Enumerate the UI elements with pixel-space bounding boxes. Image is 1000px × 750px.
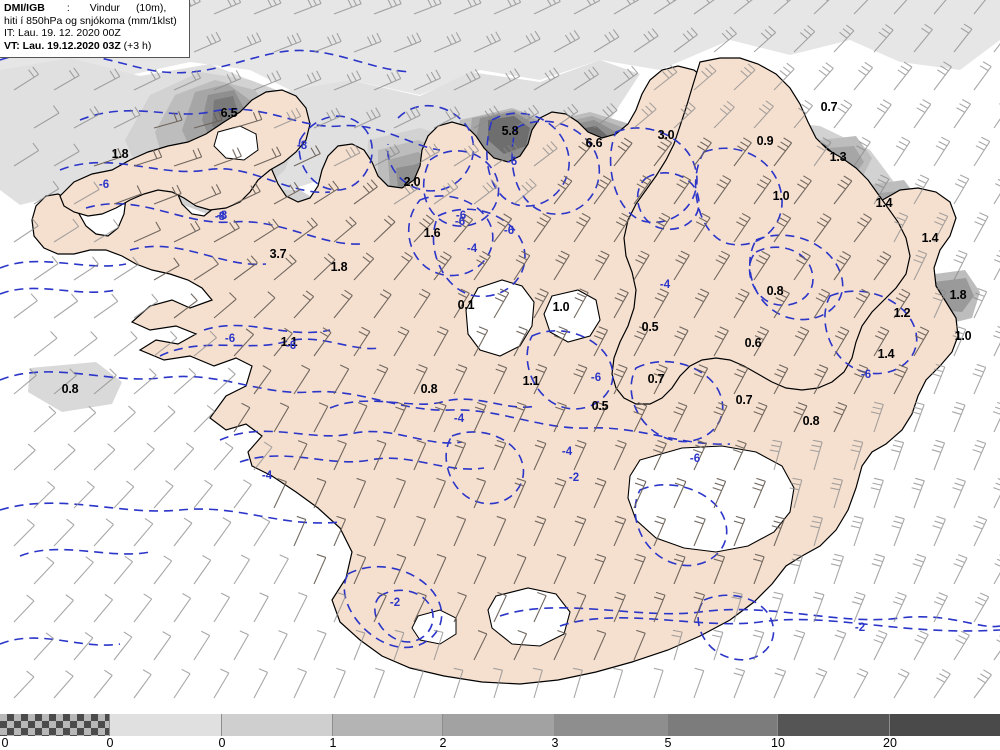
colorbar-tick: 10 (771, 736, 785, 750)
colorbar-tick: 0 (1, 736, 9, 750)
map-canvas[interactable]: 6.5 1.8 5.8 6.6 3.0 0.7 0.9 1.3 2.0 1.0 1.4 1.6 1.4 3… (0, 0, 1000, 714)
temperature-contour-label: -6 (860, 369, 872, 381)
colorbar-segment[interactable] (333, 714, 443, 736)
colorbar-tick: 5 (664, 736, 672, 750)
glaciers (213, 125, 795, 647)
temperature-contour-label: -6 (285, 340, 297, 352)
temperature-contour-label: -6 (454, 216, 466, 228)
colorbar-tick: 1 (329, 736, 337, 750)
map-caption-box: DMI/IGB : Vindur (10m), hiti í 850hPa og… (0, 0, 190, 58)
temperature-contour-label: -4 (466, 243, 478, 255)
temperature-contour-label: -6 (590, 372, 602, 384)
temperature-contour-label: -2 (854, 622, 866, 634)
temperature-contour-label: -4 (453, 413, 465, 425)
colorbar-segment[interactable] (443, 714, 555, 736)
precip-value-label: 1.0 (954, 329, 972, 343)
colorbar-segment[interactable] (0, 714, 110, 736)
precip-value-label: 3.7 (269, 247, 287, 261)
temperature-contour-label: -6 (455, 210, 467, 222)
colorbar-segment[interactable] (110, 714, 222, 736)
temperature-contour-label: -6 (224, 333, 236, 345)
precip-value-label: 6.6 (585, 136, 603, 150)
temperature-contour-label: -4 (659, 279, 671, 291)
caption-parameter: Vindur (89, 2, 120, 14)
precip-value-label: 1.0 (772, 189, 790, 203)
temperature-contour-label: -8 (214, 211, 226, 223)
precip-value-label: 0.8 (420, 382, 438, 396)
colorbar-segment[interactable] (555, 714, 668, 736)
precip-value-label: 0.7 (735, 393, 753, 407)
precip-value-label: 1.8 (949, 288, 967, 302)
colorbar-segment[interactable] (778, 714, 890, 736)
temperature-contours-850hpa (0, 49, 1000, 661)
precip-value-label: 1.1 (522, 374, 540, 388)
precip-value-label: 0.9 (756, 134, 774, 148)
precip-value-label: 1.4 (875, 196, 893, 210)
caption-valid-time: VT: Lau. 19.12.2020 03Z (4, 39, 121, 52)
caption-line-2: hiti í 850hPa og snjókoma (mm/1klst) (4, 14, 177, 27)
colorbar-tick: 2 (439, 736, 447, 750)
temperature-contour-label: -8 (296, 140, 308, 152)
precip-value-label: 0.7 (647, 372, 665, 386)
colorbar[interactable]: 0 0 0 1 2 3 5 10 20 (0, 714, 1000, 750)
precip-value-label: 1.0 (552, 300, 570, 314)
precip-value-label: 1.8 (111, 147, 129, 161)
precip-value-label: 6.5 (220, 106, 238, 120)
precip-value-label: 0.5 (591, 399, 609, 413)
map-svg (0, 0, 1000, 699)
precip-value-label: 1.4 (921, 231, 939, 245)
colorbar-segment[interactable] (222, 714, 333, 736)
temperature-contour-label: -4 (561, 446, 573, 458)
precip-value-label: 0.8 (802, 414, 820, 428)
temperature-contour-label: -4 (261, 470, 273, 482)
temperature-contour-label: -6 (503, 225, 515, 237)
precip-value-label: 0.6 (744, 336, 762, 350)
precip-value-label: 2.0 (403, 175, 421, 189)
caption-level: (10m), (135, 2, 167, 14)
precip-value-label: 1.4 (877, 347, 895, 361)
colorbar-tick: 0 (218, 736, 226, 750)
colorbar-tick: 3 (551, 736, 559, 750)
precip-value-label: 1.6 (423, 226, 441, 240)
colorbar-tick: 20 (883, 736, 897, 750)
precip-value-label: 1.2 (893, 306, 911, 320)
caption-init-time: IT: Lau. 19. 12. 2020 00Z (4, 27, 121, 40)
precip-value-label: 0.8 (766, 284, 784, 298)
caption-source: DMI/IGB (4, 2, 45, 14)
precip-value-label: 0.8 (61, 382, 79, 396)
colorbar-segments[interactable] (0, 714, 1000, 736)
colorbar-tick-labels: 0 0 0 1 2 3 5 10 20 (0, 736, 1000, 750)
temperature-contour-label: -2 (568, 472, 580, 484)
precip-value-label: 1.8 (330, 260, 348, 274)
caption-lead-time: (+3 h) (123, 39, 152, 52)
precip-value-label: 1.3 (829, 150, 847, 164)
precip-value-label: 0.1 (457, 298, 475, 312)
colorbar-tick: 0 (106, 736, 114, 750)
temperature-contour-label: -6 (689, 453, 701, 465)
precip-value-label: 5.8 (501, 124, 519, 138)
precip-value-label: 3.0 (657, 128, 675, 142)
temperature-contour-label: -8 (216, 210, 228, 222)
temperature-contour-label: -6 (506, 156, 518, 168)
colorbar-segment[interactable] (890, 714, 1000, 736)
colorbar-segment[interactable] (668, 714, 778, 736)
precip-value-label: 0.5 (641, 320, 659, 334)
precip-value-label: 0.7 (820, 100, 838, 114)
caption-colon: : (66, 2, 70, 14)
precip-value-label: 1.1 (280, 335, 298, 349)
temperature-contour-label: -2 (389, 597, 401, 609)
temperature-contour-label: -6 (98, 179, 110, 191)
